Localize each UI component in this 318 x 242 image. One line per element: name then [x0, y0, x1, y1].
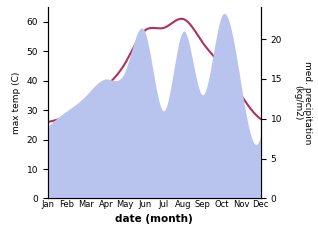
Y-axis label: max temp (C): max temp (C): [12, 72, 21, 134]
X-axis label: date (month): date (month): [115, 214, 193, 224]
Y-axis label: med. precipitation
(kg/m2): med. precipitation (kg/m2): [293, 61, 313, 144]
